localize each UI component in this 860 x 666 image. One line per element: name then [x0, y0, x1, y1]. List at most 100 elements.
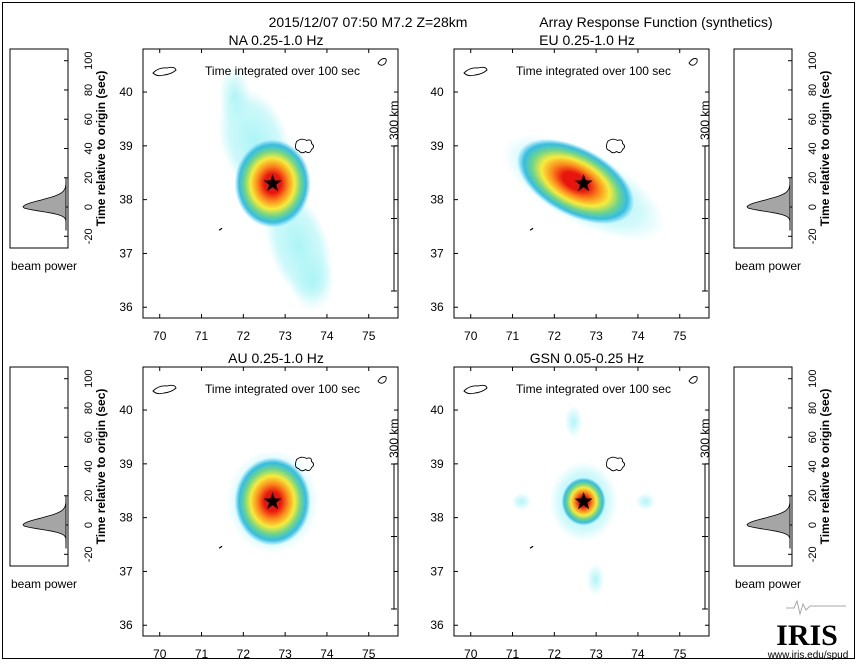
- x-tick-label: 72: [237, 647, 251, 661]
- x-tick-label: 71: [195, 329, 209, 343]
- beam-frame: [733, 48, 793, 249]
- side-lobe-north: [564, 405, 583, 438]
- x-tick-label: 75: [362, 329, 376, 343]
- side-lobe-west: [511, 492, 532, 511]
- response-field: [502, 134, 665, 241]
- beam-x-axis-label: beam power: [11, 259, 77, 273]
- beam-x-axis-label: beam power: [735, 577, 801, 591]
- y-tick-label: 38: [119, 193, 133, 207]
- beam-tick-label: -20: [83, 228, 95, 244]
- event-title: 2015/12/07 07:50 M7.2 Z=28km: [269, 14, 468, 30]
- beam-tick-label: 20: [83, 172, 95, 184]
- beam-tick-label: 40: [807, 460, 819, 472]
- x-tick-label: 70: [153, 329, 167, 343]
- map-panel-1: Time integrated over 100 sec NA 0.25-1.0 …: [119, 32, 401, 343]
- beam-tick-label: -20: [807, 546, 819, 562]
- beam-x-axis-label: beam power: [11, 577, 77, 591]
- beam-y-axis-label: Time relative to origin (sec): [818, 71, 832, 227]
- beam-y-axis-label: Time relative to origin (sec): [94, 389, 108, 545]
- map-panel-4: Time integrated over 100 sec GSN 0.05-0.2…: [430, 350, 712, 661]
- panel-title: AU 0.25-1.0 Hz: [228, 350, 324, 366]
- map-panel-3: Time integrated over 100 sec AU 0.25-1.0 …: [119, 350, 401, 661]
- y-tick-label: 37: [119, 564, 133, 578]
- beam-tick-label: 80: [807, 402, 819, 414]
- x-tick-label: 72: [237, 329, 251, 343]
- beam-tick-label: 100: [807, 52, 819, 70]
- coastline-outline: [529, 545, 534, 549]
- scale-bar-label: 300 km: [698, 101, 712, 140]
- beam-frame: [9, 48, 69, 249]
- y-tick-label: 37: [430, 564, 444, 578]
- x-tick-label: 73: [589, 647, 603, 661]
- beam-tick-label: 60: [807, 431, 819, 443]
- scale-bar-label: 300 km: [698, 419, 712, 458]
- coastline-outline: [377, 376, 387, 384]
- epicenter-star: [574, 174, 593, 192]
- beam-tick-label: 20: [807, 172, 819, 184]
- y-tick-label: 38: [119, 511, 133, 525]
- beam-tick-label: 20: [83, 490, 95, 502]
- y-tick-label: 36: [119, 618, 133, 632]
- x-tick-label: 73: [589, 329, 603, 343]
- epicenter-star: [263, 174, 282, 192]
- x-tick-label: 75: [673, 647, 687, 661]
- coastline-outline: [463, 384, 488, 395]
- x-tick-label: 74: [631, 647, 645, 661]
- iris-logo-text: IRIS: [776, 619, 838, 652]
- panel-title: NA 0.25-1.0 Hz: [229, 32, 324, 48]
- panel-title: GSN 0.05-0.25 Hz: [530, 350, 644, 366]
- y-tick-label: 36: [430, 618, 444, 632]
- y-tick-label: 40: [430, 85, 444, 99]
- beam-tick-label: 0: [807, 522, 819, 528]
- beam-tick-label: 60: [83, 113, 95, 125]
- beam-frame: [9, 366, 69, 567]
- epicenter-star: [263, 492, 282, 510]
- y-tick-label: 39: [430, 457, 444, 471]
- lake-outline: [295, 138, 315, 154]
- beam-x-axis-label: beam power: [735, 259, 801, 273]
- beam-y-axis-label: Time relative to origin (sec): [94, 71, 108, 227]
- side-lobe-south: [586, 563, 605, 596]
- x-tick-label: 70: [464, 647, 478, 661]
- beam-tick-label: 100: [83, 370, 95, 388]
- epicenter-star: [574, 492, 593, 510]
- side-lobe-south: [290, 251, 335, 312]
- coastline-outline: [218, 227, 223, 231]
- panel-note: Time integrated over 100 sec: [516, 64, 671, 78]
- beam-tick-label: 60: [83, 431, 95, 443]
- beam-tick-label: 0: [83, 204, 95, 210]
- coastline-outline: [152, 384, 177, 395]
- x-tick-label: 75: [673, 329, 687, 343]
- beam-tick-label: 20: [807, 490, 819, 502]
- beam-tick-label: 60: [807, 113, 819, 125]
- y-tick-label: 36: [430, 300, 444, 314]
- x-tick-label: 70: [153, 647, 167, 661]
- beam-tick-label: 80: [83, 84, 95, 96]
- x-tick-label: 73: [278, 329, 292, 343]
- x-tick-label: 72: [548, 329, 562, 343]
- coastline-outline: [463, 66, 488, 77]
- x-tick-label: 74: [631, 329, 645, 343]
- scale-bar: 300 km: [387, 419, 401, 610]
- panel-note: Time integrated over 100 sec: [205, 382, 360, 396]
- beam-tick-label: 0: [807, 204, 819, 210]
- scale-bar-label: 300 km: [387, 101, 401, 140]
- lake-outline: [606, 138, 626, 154]
- coastline-outline: [377, 58, 387, 66]
- x-tick-label: 74: [320, 647, 334, 661]
- map-panel-2: Time integrated over 100 sec EU 0.25-1.0 …: [430, 32, 712, 343]
- y-tick-label: 37: [119, 246, 133, 260]
- coastline-outline: [688, 58, 698, 66]
- beam-tick-label: -20: [807, 228, 819, 244]
- x-tick-label: 74: [320, 329, 334, 343]
- x-tick-label: 71: [506, 329, 520, 343]
- y-tick-label: 40: [119, 403, 133, 417]
- lake-outline: [295, 456, 315, 472]
- iris-logo: IRIS www.iris.edu/spud: [767, 599, 848, 661]
- beam-tick-label: 80: [83, 402, 95, 414]
- scale-bar: 300 km: [698, 419, 712, 610]
